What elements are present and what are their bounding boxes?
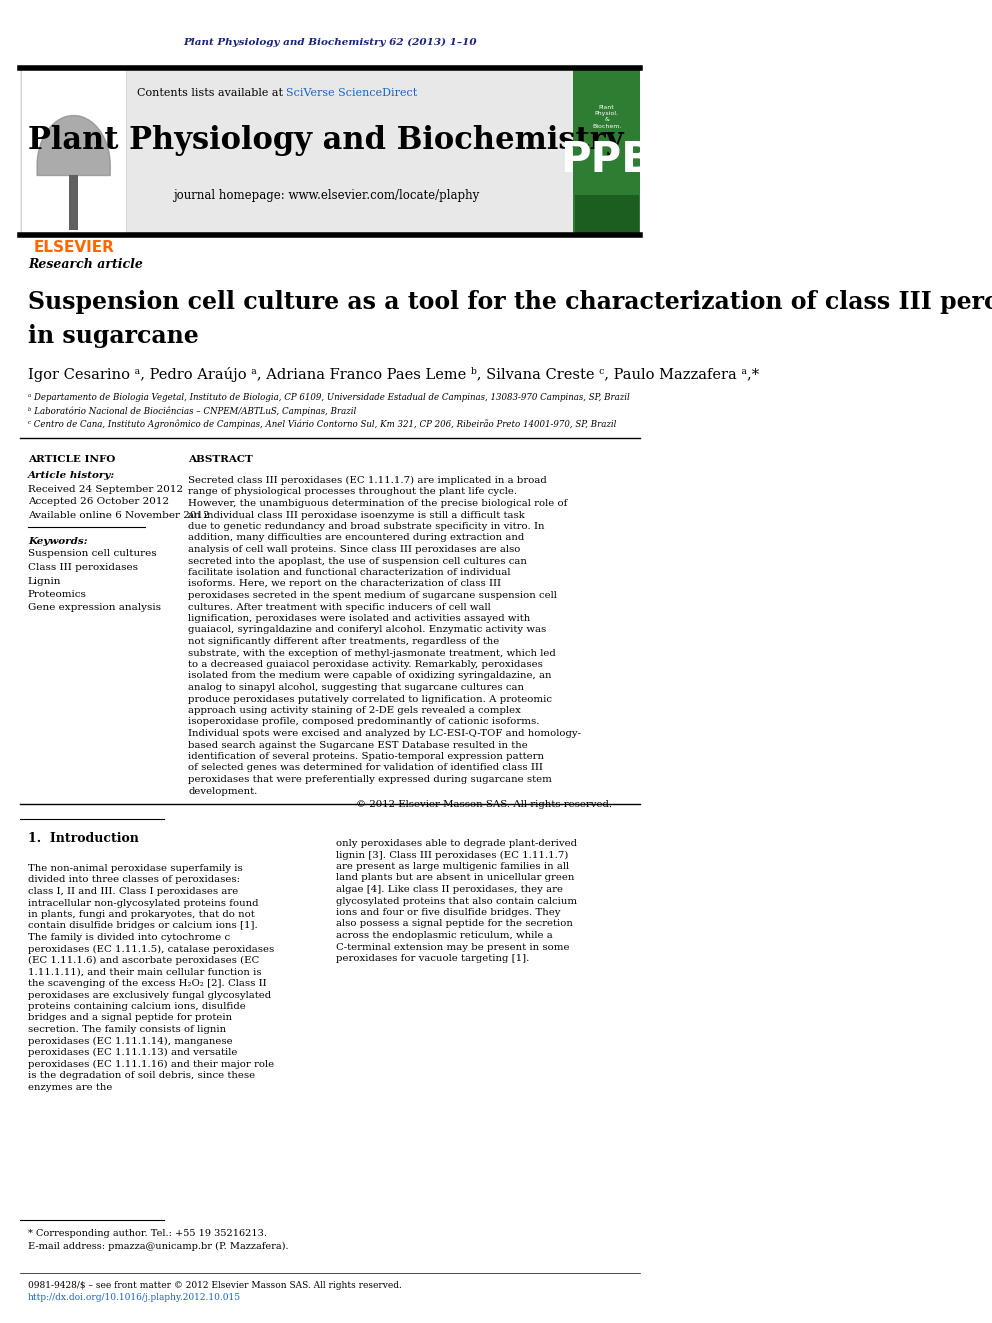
Text: Research article: Research article <box>28 258 143 270</box>
Text: © 2012 Elsevier Masson SAS. All rights reserved.: © 2012 Elsevier Masson SAS. All rights r… <box>356 800 612 808</box>
Text: C-terminal extension may be present in some: C-terminal extension may be present in s… <box>336 942 569 951</box>
Text: isoforms. Here, we report on the characterization of class III: isoforms. Here, we report on the charact… <box>188 579 501 589</box>
Text: Article history:: Article history: <box>28 471 115 480</box>
Text: Individual spots were excised and analyzed by LC-ESI-Q-TOF and homology-: Individual spots were excised and analyz… <box>188 729 581 738</box>
Text: Class III peroxidases: Class III peroxidases <box>28 564 138 572</box>
Text: in plants, fungi and prokaryotes, that do not: in plants, fungi and prokaryotes, that d… <box>28 910 255 919</box>
Text: The family is divided into cytochrome c: The family is divided into cytochrome c <box>28 933 230 942</box>
Text: Igor Cesarino ᵃ, Pedro Araújo ᵃ, Adriana Franco Paes Leme ᵇ, Silvana Creste ᶜ, P: Igor Cesarino ᵃ, Pedro Araújo ᵃ, Adriana… <box>28 366 759 381</box>
Text: peroxidases (EC 1.11.1.13) and versatile: peroxidases (EC 1.11.1.13) and versatile <box>28 1048 237 1057</box>
Text: 0981-9428/$ – see front matter © 2012 Elsevier Masson SAS. All rights reserved.: 0981-9428/$ – see front matter © 2012 El… <box>28 1281 402 1290</box>
Text: also possess a signal peptide for the secretion: also possess a signal peptide for the se… <box>336 919 572 929</box>
Text: isoperoxidase profile, composed predominantly of cationic isoforms.: isoperoxidase profile, composed predomin… <box>188 717 540 726</box>
Text: in sugarcane: in sugarcane <box>28 324 198 348</box>
Text: analog to sinapyl alcohol, suggesting that sugarcane cultures can: analog to sinapyl alcohol, suggesting th… <box>188 683 524 692</box>
Text: peroxidases (EC 1.11.1.16) and their major role: peroxidases (EC 1.11.1.16) and their maj… <box>28 1060 274 1069</box>
Text: lignification, peroxidases were isolated and activities assayed with: lignification, peroxidases were isolated… <box>188 614 531 623</box>
Text: the scavenging of the excess H₂O₂ [2]. Class II: the scavenging of the excess H₂O₂ [2]. C… <box>28 979 267 988</box>
Text: ions and four or five disulfide bridges. They: ions and four or five disulfide bridges.… <box>336 908 560 917</box>
Text: 1.  Introduction: 1. Introduction <box>28 832 139 845</box>
Text: divided into three classes of peroxidases:: divided into three classes of peroxidase… <box>28 876 240 885</box>
Text: intracellular non-glycosylated proteins found: intracellular non-glycosylated proteins … <box>28 898 259 908</box>
Text: Lignin: Lignin <box>28 577 62 586</box>
Bar <box>21 67 126 235</box>
Text: bridges and a signal peptide for protein: bridges and a signal peptide for protein <box>28 1013 232 1023</box>
Text: Plant Physiology and Biochemistry 62 (2013) 1–10: Plant Physiology and Biochemistry 62 (20… <box>184 37 477 46</box>
Text: ᵇ Laboratório Nacional de Biociências – CNPEM/ABTLuS, Campinas, Brazil: ᵇ Laboratório Nacional de Biociências – … <box>28 406 356 415</box>
Text: E-mail address: pmazza@unicamp.br (P. Mazzafera).: E-mail address: pmazza@unicamp.br (P. Ma… <box>28 1241 289 1250</box>
Text: Suspension cell culture as a tool for the characterization of class III peroxida: Suspension cell culture as a tool for th… <box>28 290 992 314</box>
Text: ᶜ Centro de Cana, Instituto Agronômico de Campinas, Anel Viário Contorno Sul, Km: ᶜ Centro de Cana, Instituto Agronômico d… <box>28 419 616 429</box>
Text: Received 24 September 2012: Received 24 September 2012 <box>28 484 184 493</box>
Text: across the endoplasmic reticulum, while a: across the endoplasmic reticulum, while … <box>336 931 553 941</box>
Text: enzymes are the: enzymes are the <box>28 1082 112 1091</box>
Text: algae [4]. Like class II peroxidases, they are: algae [4]. Like class II peroxidases, th… <box>336 885 562 894</box>
Text: ABSTRACT: ABSTRACT <box>188 455 253 463</box>
Text: However, the unambiguous determination of the precise biological role of: However, the unambiguous determination o… <box>188 499 567 508</box>
Text: PPB: PPB <box>560 139 653 181</box>
Text: range of physiological processes throughout the plant life cycle.: range of physiological processes through… <box>188 487 518 496</box>
Text: peroxidases secreted in the spent medium of sugarcane suspension cell: peroxidases secreted in the spent medium… <box>188 591 558 601</box>
Text: SciVerse ScienceDirect: SciVerse ScienceDirect <box>286 89 418 98</box>
Text: class I, II and III. Class I peroxidases are: class I, II and III. Class I peroxidases… <box>28 886 238 896</box>
Text: lignin [3]. Class III peroxidases (EC 1.11.1.7): lignin [3]. Class III peroxidases (EC 1.… <box>336 851 568 860</box>
Text: isolated from the medium were capable of oxidizing syringaldazine, an: isolated from the medium were capable of… <box>188 672 552 680</box>
Text: secretion. The family consists of lignin: secretion. The family consists of lignin <box>28 1025 226 1035</box>
Text: glycosylated proteins that also contain calcium: glycosylated proteins that also contain … <box>336 897 577 905</box>
Text: peroxidases (EC 1.11.1.5), catalase peroxidases: peroxidases (EC 1.11.1.5), catalase pero… <box>28 945 274 954</box>
Text: identification of several proteins. Spatio-temporal expression pattern: identification of several proteins. Spat… <box>188 751 545 761</box>
Text: Suspension cell cultures: Suspension cell cultures <box>28 549 157 558</box>
Text: land plants but are absent in unicellular green: land plants but are absent in unicellula… <box>336 873 574 882</box>
Text: only peroxidases able to degrade plant-derived: only peroxidases able to degrade plant-d… <box>336 839 577 848</box>
Text: peroxidases (EC 1.11.1.14), manganese: peroxidases (EC 1.11.1.14), manganese <box>28 1036 232 1045</box>
Text: approach using activity staining of 2-DE gels revealed a complex: approach using activity staining of 2-DE… <box>188 706 521 714</box>
Text: produce peroxidases putatively correlated to lignification. A proteomic: produce peroxidases putatively correlate… <box>188 695 553 704</box>
Text: Contents lists available at: Contents lists available at <box>137 89 286 98</box>
Bar <box>68 175 77 230</box>
Text: Keywords:: Keywords: <box>28 537 87 545</box>
Text: substrate, with the exception of methyl-jasmonate treatment, which led: substrate, with the exception of methyl-… <box>188 648 556 658</box>
Text: Plant
Physiol.
&
Biochem.: Plant Physiol. & Biochem. <box>592 105 621 128</box>
Text: ARTICLE INFO: ARTICLE INFO <box>28 455 115 463</box>
Text: peroxidases for vacuole targeting [1].: peroxidases for vacuole targeting [1]. <box>336 954 530 963</box>
Text: are present as large multigenic families in all: are present as large multigenic families… <box>336 863 569 871</box>
Text: of selected genes was determined for validation of identified class III: of selected genes was determined for val… <box>188 763 544 773</box>
Text: (EC 1.11.1.6) and ascorbate peroxidases (EC: (EC 1.11.1.6) and ascorbate peroxidases … <box>28 957 259 964</box>
Text: The non-animal peroxidase superfamily is: The non-animal peroxidase superfamily is <box>28 864 243 873</box>
Text: Accepted 26 October 2012: Accepted 26 October 2012 <box>28 497 169 507</box>
Text: cultures. After treatment with specific inducers of cell wall: cultures. After treatment with specific … <box>188 602 491 611</box>
Bar <box>573 67 640 235</box>
Text: due to genetic redundancy and broad substrate specificity in vitro. In: due to genetic redundancy and broad subs… <box>188 523 545 531</box>
Text: Gene expression analysis: Gene expression analysis <box>28 603 161 613</box>
Bar <box>20 67 573 235</box>
Text: * Corresponding author. Tel.: +55 19 35216213.: * Corresponding author. Tel.: +55 19 352… <box>28 1229 267 1237</box>
Text: facilitate isolation and functional characterization of individual: facilitate isolation and functional char… <box>188 568 511 577</box>
Text: analysis of cell wall proteins. Since class III peroxidases are also: analysis of cell wall proteins. Since cl… <box>188 545 521 554</box>
Text: peroxidases that were preferentially expressed during sugarcane stem: peroxidases that were preferentially exp… <box>188 775 553 785</box>
Text: development.: development. <box>188 786 258 795</box>
Text: ᵃ Departamento de Biologia Vegetal, Instituto de Biologia, CP 6109, Universidade: ᵃ Departamento de Biologia Vegetal, Inst… <box>28 393 630 402</box>
Text: an individual class III peroxidase isoenzyme is still a difficult task: an individual class III peroxidase isoen… <box>188 511 525 520</box>
Text: journal homepage: www.elsevier.com/locate/plaphy: journal homepage: www.elsevier.com/locat… <box>173 188 479 201</box>
Text: not significantly different after treatments, regardless of the: not significantly different after treatm… <box>188 636 500 646</box>
Text: secreted into the apoplast, the use of suspension cell cultures can: secreted into the apoplast, the use of s… <box>188 557 527 565</box>
Text: Proteomics: Proteomics <box>28 590 87 599</box>
Text: to a decreased guaiacol peroxidase activity. Remarkably, peroxidases: to a decreased guaiacol peroxidase activ… <box>188 660 544 669</box>
Text: ELSEVIER: ELSEVIER <box>34 241 115 255</box>
Text: proteins containing calcium ions, disulfide: proteins containing calcium ions, disulf… <box>28 1002 246 1011</box>
Text: peroxidases are exclusively fungal glycosylated: peroxidases are exclusively fungal glyco… <box>28 991 271 999</box>
Text: 1.11.1.11), and their main cellular function is: 1.11.1.11), and their main cellular func… <box>28 967 262 976</box>
Text: contain disulfide bridges or calcium ions [1].: contain disulfide bridges or calcium ion… <box>28 922 258 930</box>
Text: Plant Physiology and Biochemistry: Plant Physiology and Biochemistry <box>28 124 624 156</box>
Text: is the degradation of soil debris, since these: is the degradation of soil debris, since… <box>28 1072 255 1080</box>
Text: addition, many difficulties are encountered during extraction and: addition, many difficulties are encounte… <box>188 533 525 542</box>
Text: based search against the Sugarcane EST Database resulted in the: based search against the Sugarcane EST D… <box>188 741 528 750</box>
Text: Available online 6 November 2012: Available online 6 November 2012 <box>28 511 209 520</box>
Text: Secreted class III peroxidases (EC 1.11.1.7) are implicated in a broad: Secreted class III peroxidases (EC 1.11.… <box>188 476 547 486</box>
Bar <box>575 194 639 235</box>
Text: http://dx.doi.org/10.1016/j.plaphy.2012.10.015: http://dx.doi.org/10.1016/j.plaphy.2012.… <box>28 1294 241 1303</box>
Text: guaiacol, syringaldazine and coniferyl alcohol. Enzymatic activity was: guaiacol, syringaldazine and coniferyl a… <box>188 626 547 635</box>
